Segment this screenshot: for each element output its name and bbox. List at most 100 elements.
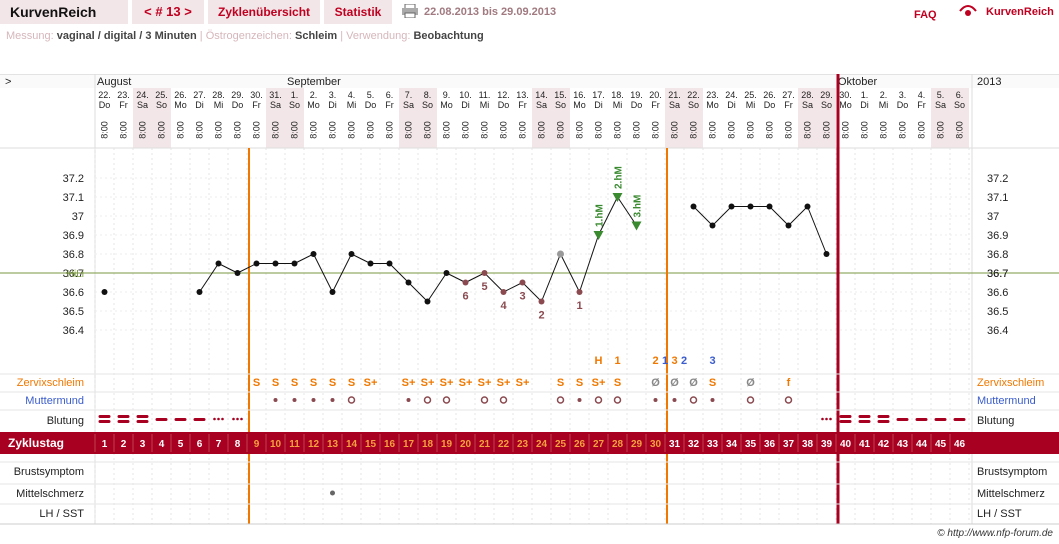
temp-point xyxy=(690,203,697,210)
cycle-day-number: 32 xyxy=(688,439,700,450)
phase-marker: 2 xyxy=(681,355,687,367)
day-weekday: Do xyxy=(99,100,111,110)
bleed-heavy xyxy=(839,420,852,423)
temp-segment xyxy=(693,206,713,226)
temp-segment xyxy=(408,282,428,302)
y-tick-label-right: 36.5 xyxy=(987,306,1008,318)
cervix-dot xyxy=(577,398,582,402)
month-label: September xyxy=(287,76,341,88)
mucus-value: S+ xyxy=(516,377,530,389)
cycle-nav[interactable]: < # 13 > xyxy=(132,0,204,24)
cervix-circle xyxy=(499,396,508,404)
mucus-value: Ø xyxy=(746,377,755,389)
day-date: 24. xyxy=(725,90,738,100)
lh-label: LH / SST xyxy=(39,508,84,520)
y-tick-label: 37 xyxy=(72,211,84,223)
y-tick-label-right: 36.8 xyxy=(987,249,1008,261)
cycle-day-number: 43 xyxy=(897,439,909,450)
mucus-value: Ø xyxy=(670,377,679,389)
temp-point xyxy=(329,289,336,295)
cervix-circle xyxy=(689,396,698,404)
cervix-circle xyxy=(594,396,603,404)
low-number: 6 xyxy=(462,291,468,303)
date-range: 22.08.2013 bis 29.09.2013 xyxy=(424,6,557,18)
day-weekday: Mi xyxy=(879,100,889,110)
weekend-band xyxy=(418,88,437,148)
cycle-day-number: 14 xyxy=(346,439,358,450)
day-time: 8:00 xyxy=(822,121,832,139)
sign-label: Östrogenzeichen: xyxy=(205,30,292,42)
weekend-band xyxy=(950,88,969,148)
weekend-band xyxy=(133,88,152,148)
hili-label: HiLi xyxy=(67,269,84,280)
mucus-value: S xyxy=(557,377,564,389)
temp-point xyxy=(443,270,450,276)
day-weekday: Mo xyxy=(706,100,719,110)
temp-point xyxy=(348,251,355,257)
temp-point xyxy=(709,222,716,229)
temp-point xyxy=(234,270,241,276)
logo-icon xyxy=(958,3,978,19)
bleed-heavy xyxy=(858,415,871,418)
cycle-day-number: 38 xyxy=(802,439,814,450)
day-date: 2. xyxy=(880,90,888,100)
day-date: 18. xyxy=(611,90,624,100)
y-tick-label: 37.2 xyxy=(63,173,84,185)
day-weekday: Sa xyxy=(270,100,281,110)
temp-segment xyxy=(465,272,485,283)
day-weekday: Mo xyxy=(307,100,320,110)
cycle-day-number: 10 xyxy=(270,439,282,450)
faq-link[interactable]: FAQ xyxy=(914,9,937,21)
day-date: 25. xyxy=(155,90,168,100)
cycle-day-number: 29 xyxy=(631,439,643,450)
temp-segment xyxy=(807,206,827,255)
day-date: 29. xyxy=(820,90,833,100)
day-date: 30. xyxy=(250,90,263,100)
day-weekday: So xyxy=(156,100,167,110)
cycle-day-number: 25 xyxy=(555,439,567,450)
bleed-light xyxy=(934,418,947,421)
mucus-value: Ø xyxy=(689,377,698,389)
cycle-day-number: 1 xyxy=(102,439,108,450)
cervix-dot xyxy=(653,398,658,402)
day-date: 25. xyxy=(744,90,757,100)
mucus-value: S xyxy=(329,377,336,389)
day-date: 30. xyxy=(839,90,852,100)
day-weekday: Di xyxy=(727,100,736,110)
y-tick-label-right: 37.1 xyxy=(987,192,1008,204)
cervix-dot xyxy=(406,398,411,402)
temp-point-grey xyxy=(557,250,564,258)
temp-point xyxy=(215,260,222,267)
y-tick-label: 36.7 xyxy=(63,268,84,280)
cycle-day-number: 7 xyxy=(216,439,222,450)
temp-point xyxy=(253,260,260,267)
day-date: 5. xyxy=(367,90,375,100)
use-label: Verwendung: xyxy=(346,30,411,42)
day-weekday: So xyxy=(555,100,566,110)
stats-tab[interactable]: Statistik xyxy=(324,0,392,24)
print-icon[interactable] xyxy=(402,3,418,19)
high-temp-marker xyxy=(612,193,623,202)
bleed-heavy xyxy=(98,420,111,423)
high-marker-label: 3.hM xyxy=(633,195,644,218)
day-date: 1. xyxy=(861,90,869,100)
day-weekday: Fr xyxy=(651,100,660,110)
low-number: 3 xyxy=(519,291,525,303)
day-time: 8:00 xyxy=(138,121,148,139)
cycle-day-number: 9 xyxy=(254,439,260,450)
mucus-value: S xyxy=(348,377,355,389)
mucus-value: S xyxy=(272,377,279,389)
day-weekday: Do xyxy=(631,100,643,110)
day-date: 11. xyxy=(479,90,491,100)
day-time: 8:00 xyxy=(575,121,585,139)
cycle-day-number: 35 xyxy=(745,439,757,450)
y-tick-label-right: 36.9 xyxy=(987,230,1008,242)
weekend-band xyxy=(152,88,171,148)
day-time: 8:00 xyxy=(613,121,623,139)
overview-tab[interactable]: Zyklenübersicht xyxy=(208,0,320,24)
cervix-circle xyxy=(480,396,489,404)
bleed-light xyxy=(896,418,909,421)
cycle-day-number: 27 xyxy=(593,439,605,450)
y-tick-label-right: 36.4 xyxy=(987,325,1008,337)
